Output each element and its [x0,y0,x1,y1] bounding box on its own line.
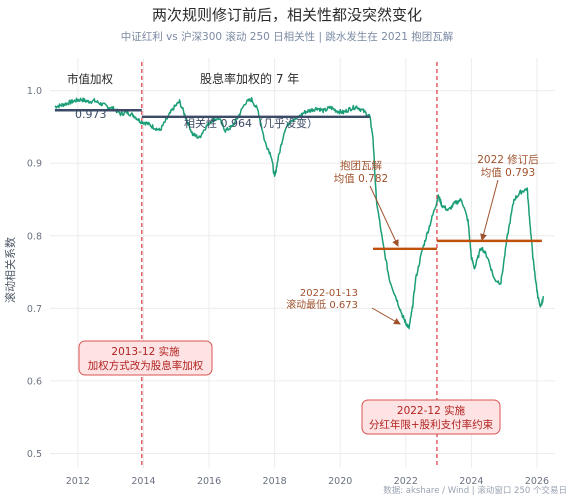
annotation-low-line2: 滚动最低 0.673 [286,298,358,311]
label-market-cap-weighted: 市值加权 [67,72,113,86]
x-tick-label: 2020 [328,476,352,487]
series-layer [54,96,545,330]
label-correlation-0964: 相关性 0.964（几乎没变） [184,116,318,130]
mean-lines [54,109,542,251]
arrow-low [371,307,401,325]
x-tick-label: 2024 [459,476,483,487]
arrow-breakup [369,185,399,247]
x-tick-label: 2016 [197,476,221,487]
event-box-2013: 2013-12 实施 加权方式改为股息率加权 [78,340,213,376]
event-box-2022-line2: 分红年限+股利支付率约束 [369,418,494,431]
event-box-2022-line1: 2022-12 实施 [397,404,466,417]
y-tick-label: 0.9 [27,159,42,170]
y-tick-label: 0.7 [27,304,42,315]
annotation-low-line1: 2022-01-13 [300,288,358,299]
chart-subtitle: 中证红利 vs 沪深300 滚动 250 日相关性 | 跳水发生在 2021 抱… [121,30,454,43]
x-tick-label: 2014 [131,476,155,487]
label-dividend-weighted-7-years: 股息率加权的 7 年 [200,71,299,86]
annotation-breakup-line1: 抱团瓦解 [340,159,382,172]
x-tick-label: 2018 [263,476,287,487]
x-tick-label: 2022 [394,476,418,487]
event-box-2022: 2022-12 实施 分红年限+股利支付率约束 [361,399,501,435]
y-tick-label: 0.6 [27,376,42,387]
x-tick-label: 2012 [66,476,90,487]
event-box-2013-line2: 加权方式改为股息率加权 [88,359,204,372]
series-line [54,96,545,330]
annotation-revision-line1: 2022 修订后 [477,153,539,166]
y-axis-label: 滚动相关系数 [3,237,17,303]
source-note: 数据: akshare / Wind | 滚动窗口 250 个交易日 [383,485,567,496]
y-tick-label: 0.8 [27,231,42,242]
y-tick-label: 1.0 [27,86,42,97]
event-box-2013-line1: 2013-12 实施 [111,345,180,358]
x-tick-labels: 2012 2014 2016 2018 2020 2022 2024 2026 [66,476,549,487]
chart-title: 两次规则修订前后，相关性都没突然变化 [152,6,422,24]
annotation-revision-line2: 均值 0.793 [481,166,535,179]
y-tick-labels: 0.5 0.6 0.7 0.8 0.9 1.0 [27,86,42,460]
y-tick-label: 0.5 [27,449,42,460]
annotation-breakup-line2: 均值 0.782 [334,172,388,185]
arrow-revision [480,179,499,241]
x-tick-label: 2026 [525,476,549,487]
label-mean-0973: 0.973 [75,108,107,121]
